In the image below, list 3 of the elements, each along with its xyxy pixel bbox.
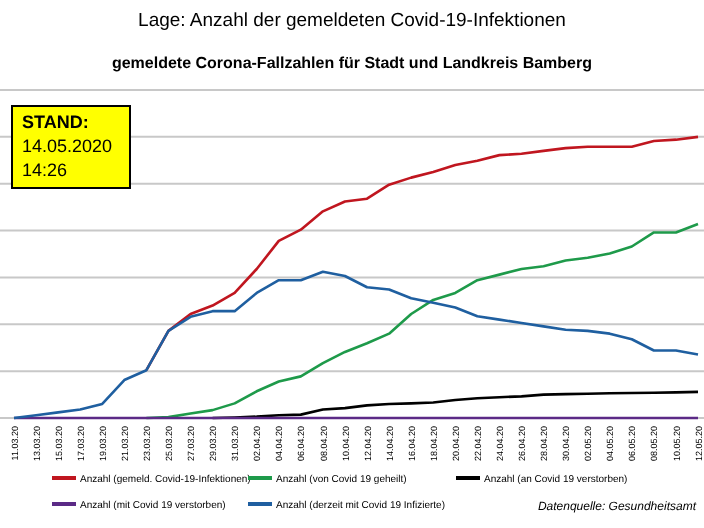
annotation: STAND: 14.05.2020 14:26 <box>22 112 113 180</box>
chart-subtitle: gemeldete Corona-Fallzahlen für Stadt und Landkreis Bamberg <box>111 54 593 72</box>
chart-title: Lage: Anzahl der gemeldeten Covid-19-Infektionen <box>138 10 566 32</box>
